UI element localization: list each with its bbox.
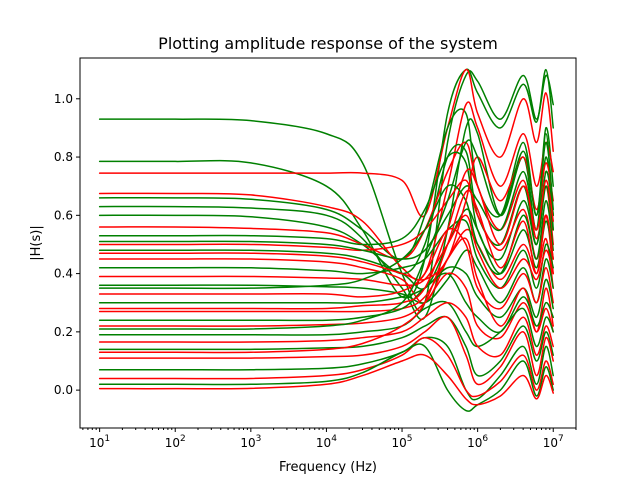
series-line-30 [98,168,554,310]
y-tick-label-4: 0.6 [54,208,73,222]
y-tick-label-2: 0.2 [54,325,73,339]
series-line-4 [98,108,554,260]
x-tick-label-6: 106 [467,434,488,450]
x-tick-label-2: 102 [165,434,186,450]
series-curves [98,68,554,412]
x-tick-label-7: 107 [543,434,564,450]
series-line-33 [98,139,554,330]
series-line-28 [98,353,554,406]
series-line-31 [98,184,554,290]
y-tick-label-6: 1.0 [54,92,73,106]
series-line-3 [98,68,554,218]
series-line-24 [98,315,554,386]
y-tick-label-1: 0.0 [54,383,73,397]
y-axis-label: |H(s)| [29,225,44,260]
series-line-9 [98,151,554,261]
series-line-22 [98,301,554,358]
series-line-20 [98,272,554,340]
series-line-27 [98,343,554,412]
y-tick-label-3: 0.4 [54,267,73,281]
y-axis-ticks: 0.0 0.2 0.4 0.6 0.8 1.0 [54,92,80,397]
x-tick-label-3: 103 [240,434,261,450]
x-axis-label: Frequency (Hz) [279,460,377,475]
x-tick-label-4: 104 [316,434,337,450]
x-axis-ticks: 101 102 103 104 105 106 107 [82,428,577,450]
series-line-17 [98,266,554,319]
series-line-2 [98,68,554,299]
series-line-26 [98,336,554,398]
x-tick-label-1: 101 [89,434,110,450]
x-tick-label-5: 105 [392,434,413,450]
series-line-34 [98,189,554,354]
series-line-8 [98,141,554,261]
series-line-25 [98,336,554,401]
y-tick-label-5: 0.8 [54,150,73,164]
chart-title: Plotting amplitude response of the syste… [158,34,498,53]
plot-frame [79,57,577,429]
series-line-16 [98,227,554,310]
